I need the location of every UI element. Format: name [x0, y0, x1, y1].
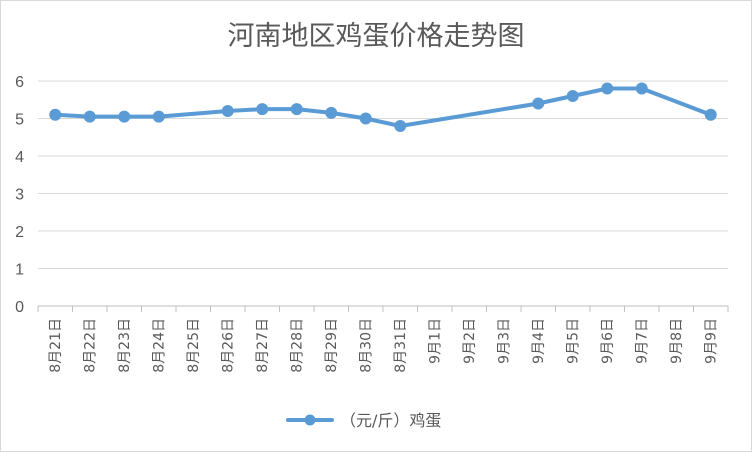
y-tick-label: 1: [15, 262, 24, 279]
data-point: [152, 110, 165, 123]
x-tick-label: 8月27日: [255, 318, 271, 373]
data-point: [566, 90, 579, 102]
x-tick-label: 9月9日: [704, 318, 720, 364]
x-tick-label: 8月24日: [152, 318, 168, 373]
y-tick-label: 4: [15, 149, 24, 166]
x-tick-label: 8月31日: [393, 318, 409, 373]
x-tick-label: 9月5日: [566, 318, 582, 364]
x-tick-label: 8月25日: [186, 318, 202, 373]
x-tick-label: 9月3日: [497, 318, 513, 364]
chart-title: 河南地区鸡蛋价格走势图: [227, 21, 525, 52]
series-line: [53, 86, 713, 128]
y-tick-label: 0: [15, 299, 24, 316]
data-point: [635, 82, 648, 95]
data-point: [290, 103, 303, 116]
data-point: [83, 110, 96, 123]
data-point: [118, 110, 131, 123]
x-tick-label: 9月4日: [531, 318, 547, 364]
x-tick-label: 9月7日: [635, 318, 651, 364]
data-point: [49, 108, 62, 121]
data-point: [532, 97, 545, 110]
data-point: [601, 82, 614, 95]
data-point: [704, 108, 717, 121]
y-tick-label: 3: [15, 187, 24, 204]
x-tick-label: 9月2日: [462, 318, 478, 364]
x-tick-label: 8月28日: [290, 318, 306, 373]
x-tick-label: 8月23日: [117, 318, 133, 373]
data-point: [359, 112, 372, 125]
legend-marker: [304, 414, 316, 426]
x-tick-label: 8月22日: [83, 318, 99, 373]
x-tick-label: 9月1日: [428, 318, 444, 364]
data-point: [325, 106, 338, 119]
x-tick-label: 8月29日: [324, 318, 340, 373]
data-point: [256, 103, 269, 116]
legend-label: （元/斤）鸡蛋: [340, 411, 441, 430]
x-tick-label: 9月6日: [600, 318, 616, 364]
data-point: [394, 120, 407, 132]
y-tick-label: 2: [15, 224, 24, 241]
y-tick-label: 5: [15, 112, 24, 129]
x-tick-label: 8月30日: [359, 318, 375, 373]
x-tick-label: 9月8日: [669, 318, 685, 364]
y-tick-label: 6: [15, 74, 24, 91]
x-tick-label: 8月26日: [221, 318, 237, 373]
data-point: [221, 105, 234, 117]
x-tick-label: 8月21日: [48, 318, 64, 373]
